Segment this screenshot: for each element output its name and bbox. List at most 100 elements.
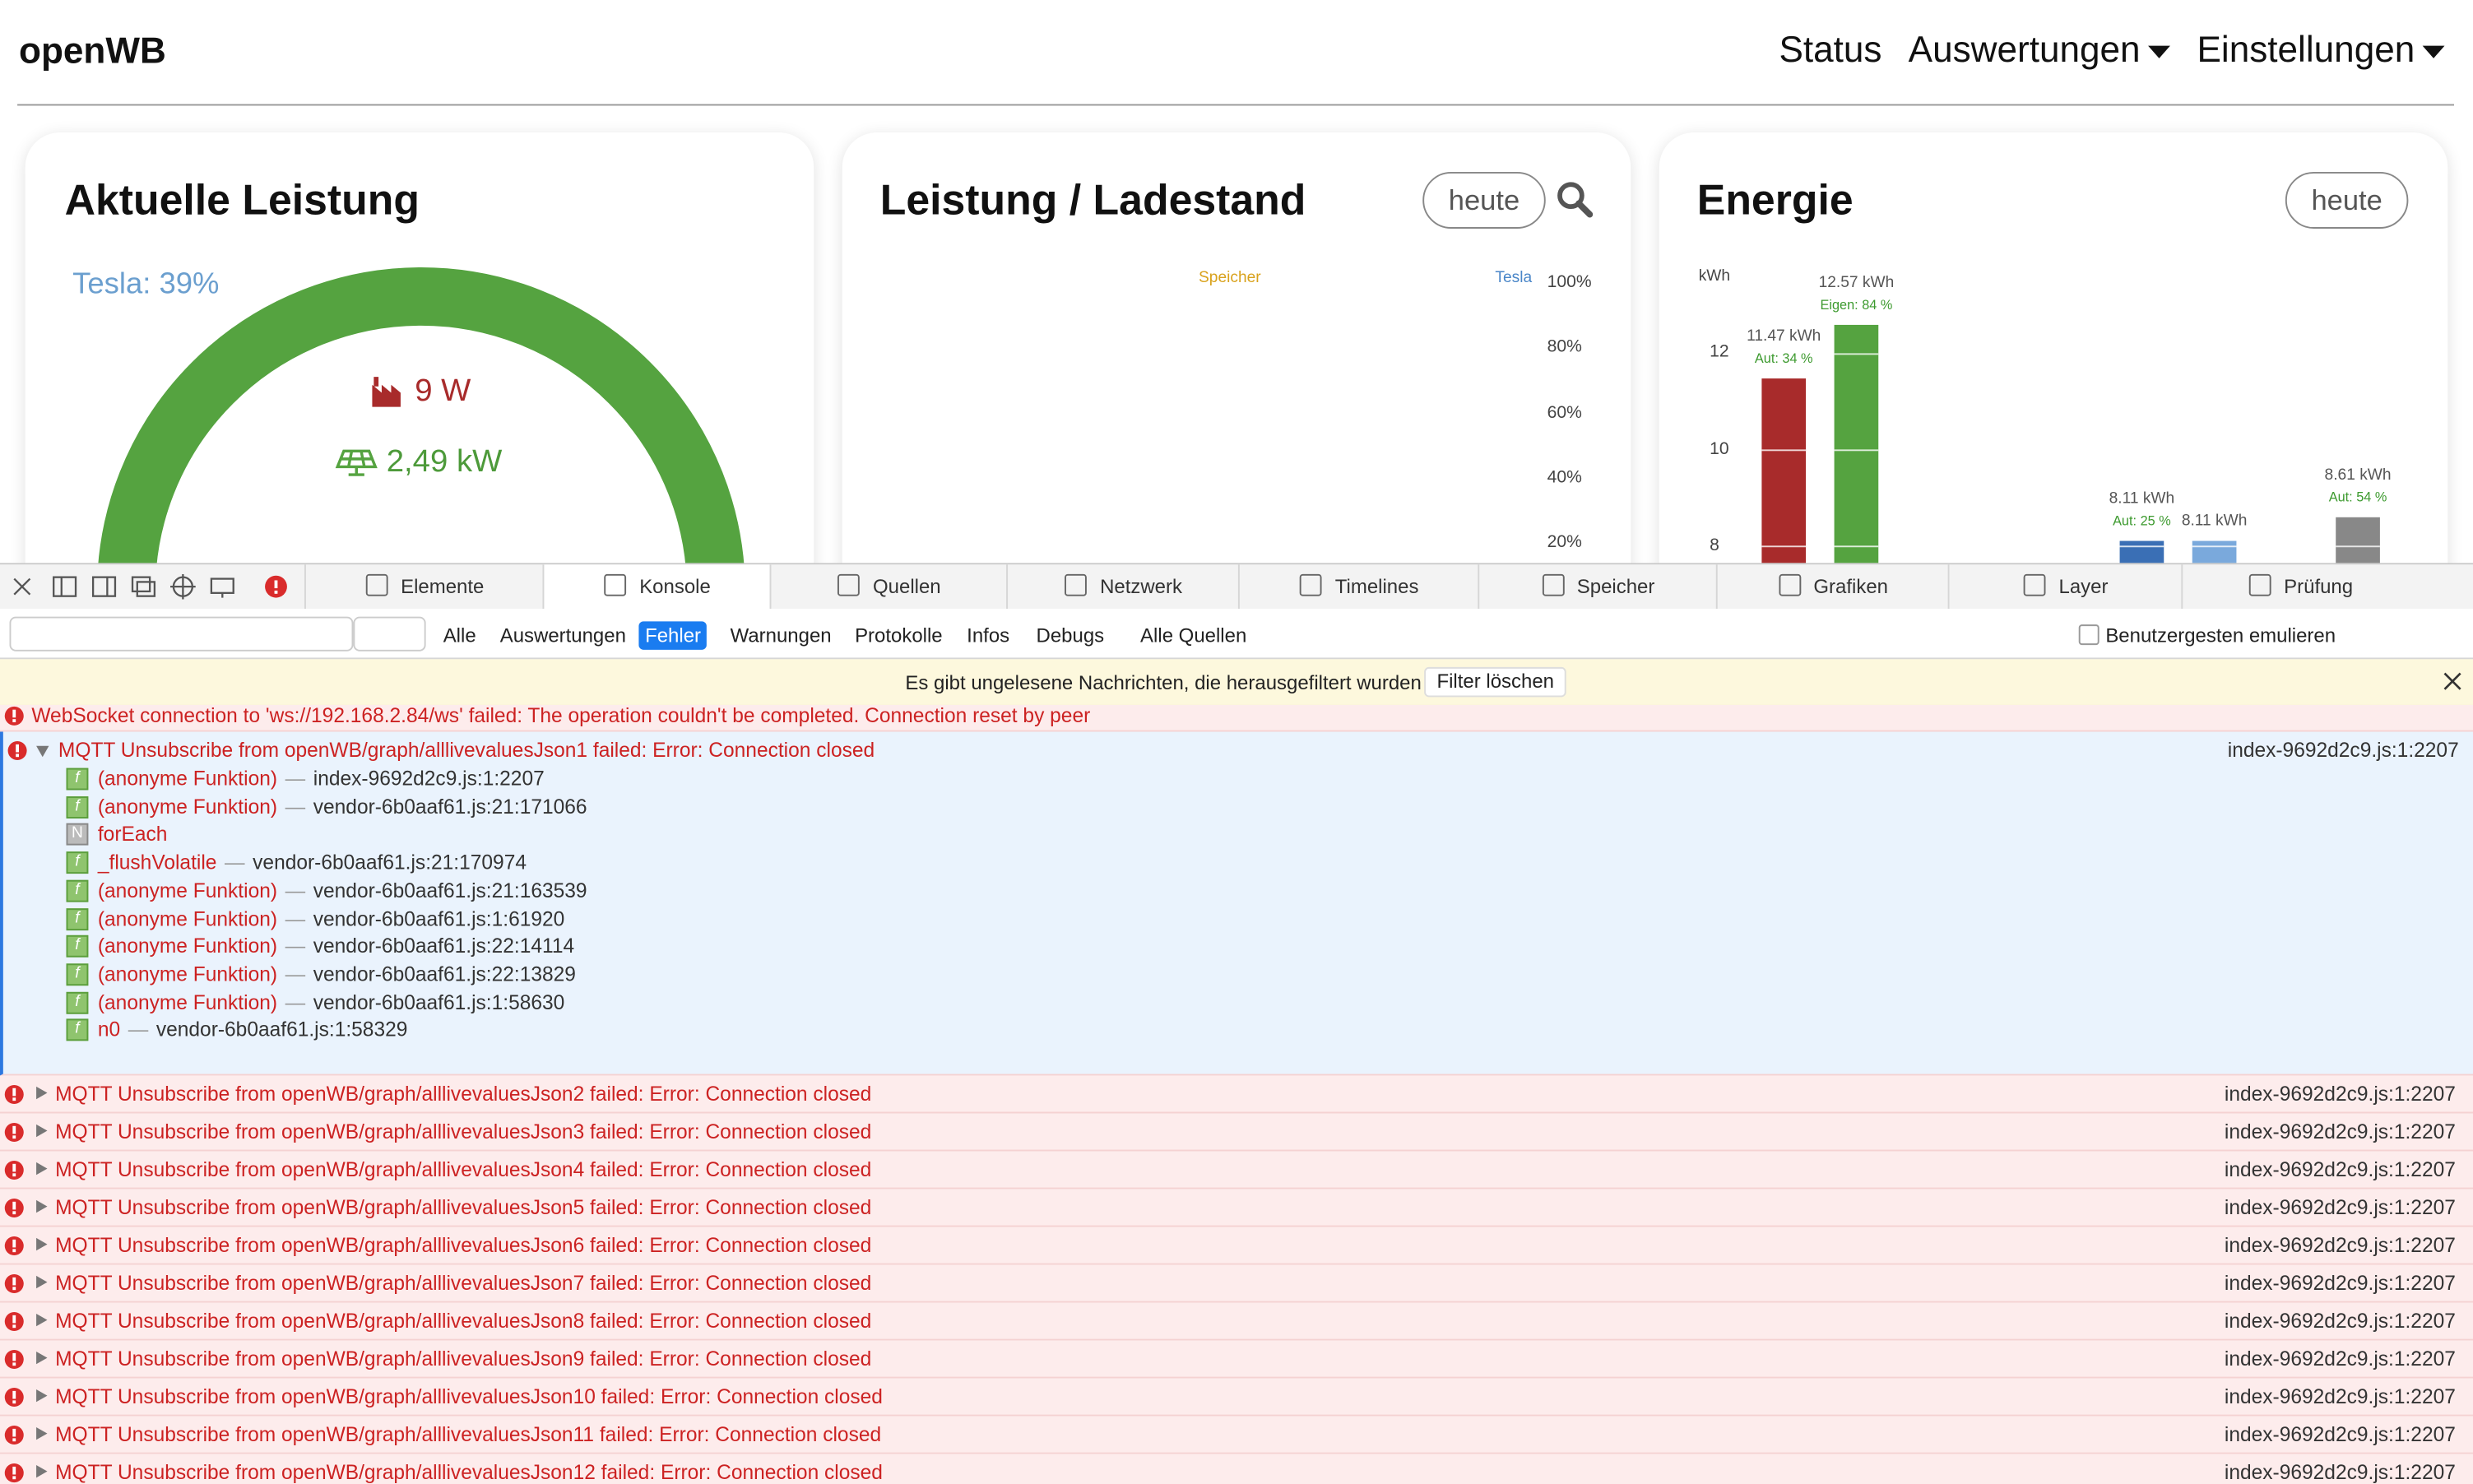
message-location[interactable]: index-9692d2c9.js:1:2207 <box>2224 1195 2456 1219</box>
tab[interactable]: Layer <box>1947 564 2183 609</box>
console-message[interactable]: MQTT Unsubscribe from openWB/graph/allli… <box>0 1378 2473 1417</box>
day-button[interactable]: heute <box>2285 171 2409 229</box>
disclosure[interactable] <box>36 1124 48 1138</box>
message-location[interactable]: index-9692d2c9.js:1:2207 <box>2224 1384 2456 1408</box>
filter[interactable]: Warnungen <box>730 624 832 647</box>
console-message[interactable]: MQTT Unsubscribe from openWB/graph/allli… <box>0 1416 2473 1454</box>
frame-location[interactable]: vendor-6b0aaf61.js:1:58329 <box>155 1018 408 1041</box>
stack-frame[interactable]: _flushVolatile — vendor-6b0aaf61.js:21:170… <box>98 850 527 874</box>
tab-label[interactable]: Prüfung <box>2284 575 2354 598</box>
message-location[interactable]: index-9692d2c9.js:1:2207 <box>2224 1347 2456 1370</box>
stack-frame[interactable]: (anonyme Funktion) — vendor-6b0aaf61.js:22… <box>98 962 576 985</box>
frame-location[interactable]: vendor-6b0aaf61.js:1:61920 <box>313 906 565 930</box>
console-message[interactable]: MQTT Unsubscribe from openWB/graph/allli… <box>0 1454 2473 1484</box>
message-location[interactable]: index-9692d2c9.js:1:2207 <box>2224 1082 2456 1106</box>
tab-label[interactable]: Netzwerk <box>1100 575 1182 598</box>
disclosure[interactable] <box>36 1464 48 1478</box>
tab-label[interactable]: Quellen <box>873 575 941 598</box>
source-select[interactable]: Alle Quellen <box>1140 624 1247 647</box>
tab[interactable]: Prüfung <box>2181 564 2419 609</box>
disclosure[interactable] <box>36 1237 48 1251</box>
day-button[interactable]: heute <box>1422 171 1546 229</box>
message-location[interactable]: index-9692d2c9.js:1:2207 <box>2224 1120 2456 1143</box>
nav-item[interactable]: Einstellungen <box>2197 29 2445 72</box>
nav-item[interactable]: Status <box>1779 29 1881 72</box>
frame-location[interactable]: index-9692d2c9.js:1:2207 <box>313 766 545 791</box>
tab-label[interactable]: Konsole <box>639 575 711 598</box>
disclosure[interactable] <box>36 1351 48 1365</box>
filter[interactable]: Debugs <box>1036 624 1105 647</box>
disclosure[interactable] <box>36 1199 48 1213</box>
tab-label[interactable]: Elemente <box>401 575 485 598</box>
filter[interactable]: Alle <box>443 624 476 647</box>
tab[interactable]: Grafiken <box>1715 564 1950 609</box>
frame-location[interactable]: vendor-6b0aaf61.js:21:171066 <box>313 794 587 819</box>
console-message[interactable]: MQTT Unsubscribe from openWB/graph/allli… <box>0 1302 2473 1341</box>
message-location[interactable]: index-9692d2c9.js:1:2207 <box>2224 1309 2456 1333</box>
frame-location[interactable]: vendor-6b0aaf61.js:21:170974 <box>253 850 527 874</box>
stack-frame[interactable]: (anonyme Funktion) — index-9692d2c9.js:1:2… <box>98 767 545 791</box>
message-location[interactable]: index-9692d2c9.js:1:2207 <box>2224 1422 2456 1446</box>
message-location[interactable]: index-9692d2c9.js:1:2207 <box>2224 1233 2456 1257</box>
console-message[interactable]: MQTT Unsubscribe from openWB/graph/allli… <box>0 1264 2473 1303</box>
frame-location[interactable]: vendor-6b0aaf61.js:22:13829 <box>313 962 576 985</box>
disclosure[interactable] <box>36 1313 48 1327</box>
disclosure[interactable] <box>36 1426 48 1440</box>
console-message[interactable]: MQTT Unsubscribe from openWB/graph/allli… <box>0 1151 2473 1190</box>
brand[interactable]: openWB <box>19 30 166 72</box>
message-location[interactable]: index-9692d2c9.js:1:2207 <box>2224 1271 2456 1295</box>
frame-location[interactable]: vendor-6b0aaf61.js:21:163539 <box>313 878 587 902</box>
disclosure[interactable] <box>36 1086 48 1100</box>
tab[interactable]: Timelines <box>1237 564 1479 609</box>
clear-filter-button[interactable]: Filter löschen <box>1424 666 1567 698</box>
emulate-label[interactable]: Benutzergesten emulieren <box>2105 624 2336 647</box>
message-location[interactable]: index-9692d2c9.js:1:2207 <box>2224 1157 2456 1181</box>
filter[interactable]: Protokolle <box>855 624 943 647</box>
nav-item[interactable]: Auswertungen <box>1908 28 2171 72</box>
checkbox[interactable] <box>2078 624 2099 646</box>
close-banner[interactable] <box>2443 672 2462 691</box>
console-message[interactable]: MQTT Unsubscribe from openWB/graph/allli… <box>0 1189 2473 1227</box>
search-icon[interactable] <box>1555 180 1594 221</box>
nav-label[interactable]: Auswertungen <box>1908 28 2141 70</box>
stack-frame[interactable]: (anonyme Funktion) — vendor-6b0aaf61.js:1:… <box>98 906 564 930</box>
disclosure[interactable] <box>36 1162 48 1176</box>
tab[interactable]: Konsole <box>542 564 772 609</box>
console-message[interactable]: MQTT Unsubscribe from openWB/graph/allli… <box>0 731 2473 1076</box>
console-message[interactable]: MQTT Unsubscribe from openWB/graph/allli… <box>0 1340 2473 1379</box>
nav-label[interactable]: Einstellungen <box>2197 28 2415 70</box>
stack-frame[interactable]: forEach <box>98 823 168 846</box>
console-message[interactable]: WebSocket connection to 'ws://192.168.2.… <box>0 703 2473 732</box>
frame-location[interactable]: vendor-6b0aaf61.js:22:14114 <box>313 934 575 958</box>
tab-label[interactable]: Grafiken <box>1813 575 1888 598</box>
stack-frame[interactable]: (anonyme Funktion) — vendor-6b0aaf61.js:1:… <box>98 990 564 1013</box>
filter[interactable]: Auswertungen <box>499 624 626 647</box>
frame-location[interactable]: vendor-6b0aaf61.js:1:58630 <box>313 990 565 1013</box>
stack-frame[interactable]: (anonyme Funktion) — vendor-6b0aaf61.js:22… <box>98 934 574 958</box>
error-mark <box>12 1352 16 1361</box>
tab[interactable]: Elemente <box>304 564 544 609</box>
filter[interactable]: Infos <box>967 624 1010 647</box>
disclosure[interactable] <box>36 1275 48 1289</box>
search-field[interactable] <box>9 616 354 652</box>
tab-label[interactable]: Speicher <box>1576 575 1655 598</box>
tab[interactable]: Speicher <box>1478 564 1717 609</box>
console-message[interactable]: MQTT Unsubscribe from openWB/graph/allli… <box>0 1227 2473 1265</box>
tab[interactable]: Quellen <box>769 564 1008 609</box>
history-nav[interactable] <box>353 616 426 652</box>
stack-frame[interactable]: (anonyme Funktion) — vendor-6b0aaf61.js:21… <box>98 878 587 902</box>
message-location[interactable]: index-9692d2c9.js:1:2207 <box>2224 1460 2456 1484</box>
disclosure[interactable] <box>36 1389 48 1403</box>
message-location[interactable]: index-9692d2c9.js:1:2207 <box>2227 738 2459 762</box>
console-message[interactable]: MQTT Unsubscribe from openWB/graph/allli… <box>0 1075 2473 1114</box>
stack-frame[interactable]: n0 — vendor-6b0aaf61.js:1:58329 <box>98 1018 408 1041</box>
console-message[interactable]: MQTT Unsubscribe from openWB/graph/allli… <box>0 1113 2473 1152</box>
stack-frame[interactable]: (anonyme Funktion) — vendor-6b0aaf61.js:21… <box>98 795 587 819</box>
disclosure[interactable] <box>36 745 49 758</box>
filter[interactable]: Fehler <box>638 621 708 650</box>
bar-label: 8.61 kWh <box>2324 466 2392 485</box>
nav-label[interactable]: Status <box>1779 28 1882 70</box>
tab-label[interactable]: Layer <box>2058 575 2109 598</box>
tab[interactable]: Netzwerk <box>1006 564 1240 609</box>
tab-label[interactable]: Timelines <box>1334 575 1419 598</box>
